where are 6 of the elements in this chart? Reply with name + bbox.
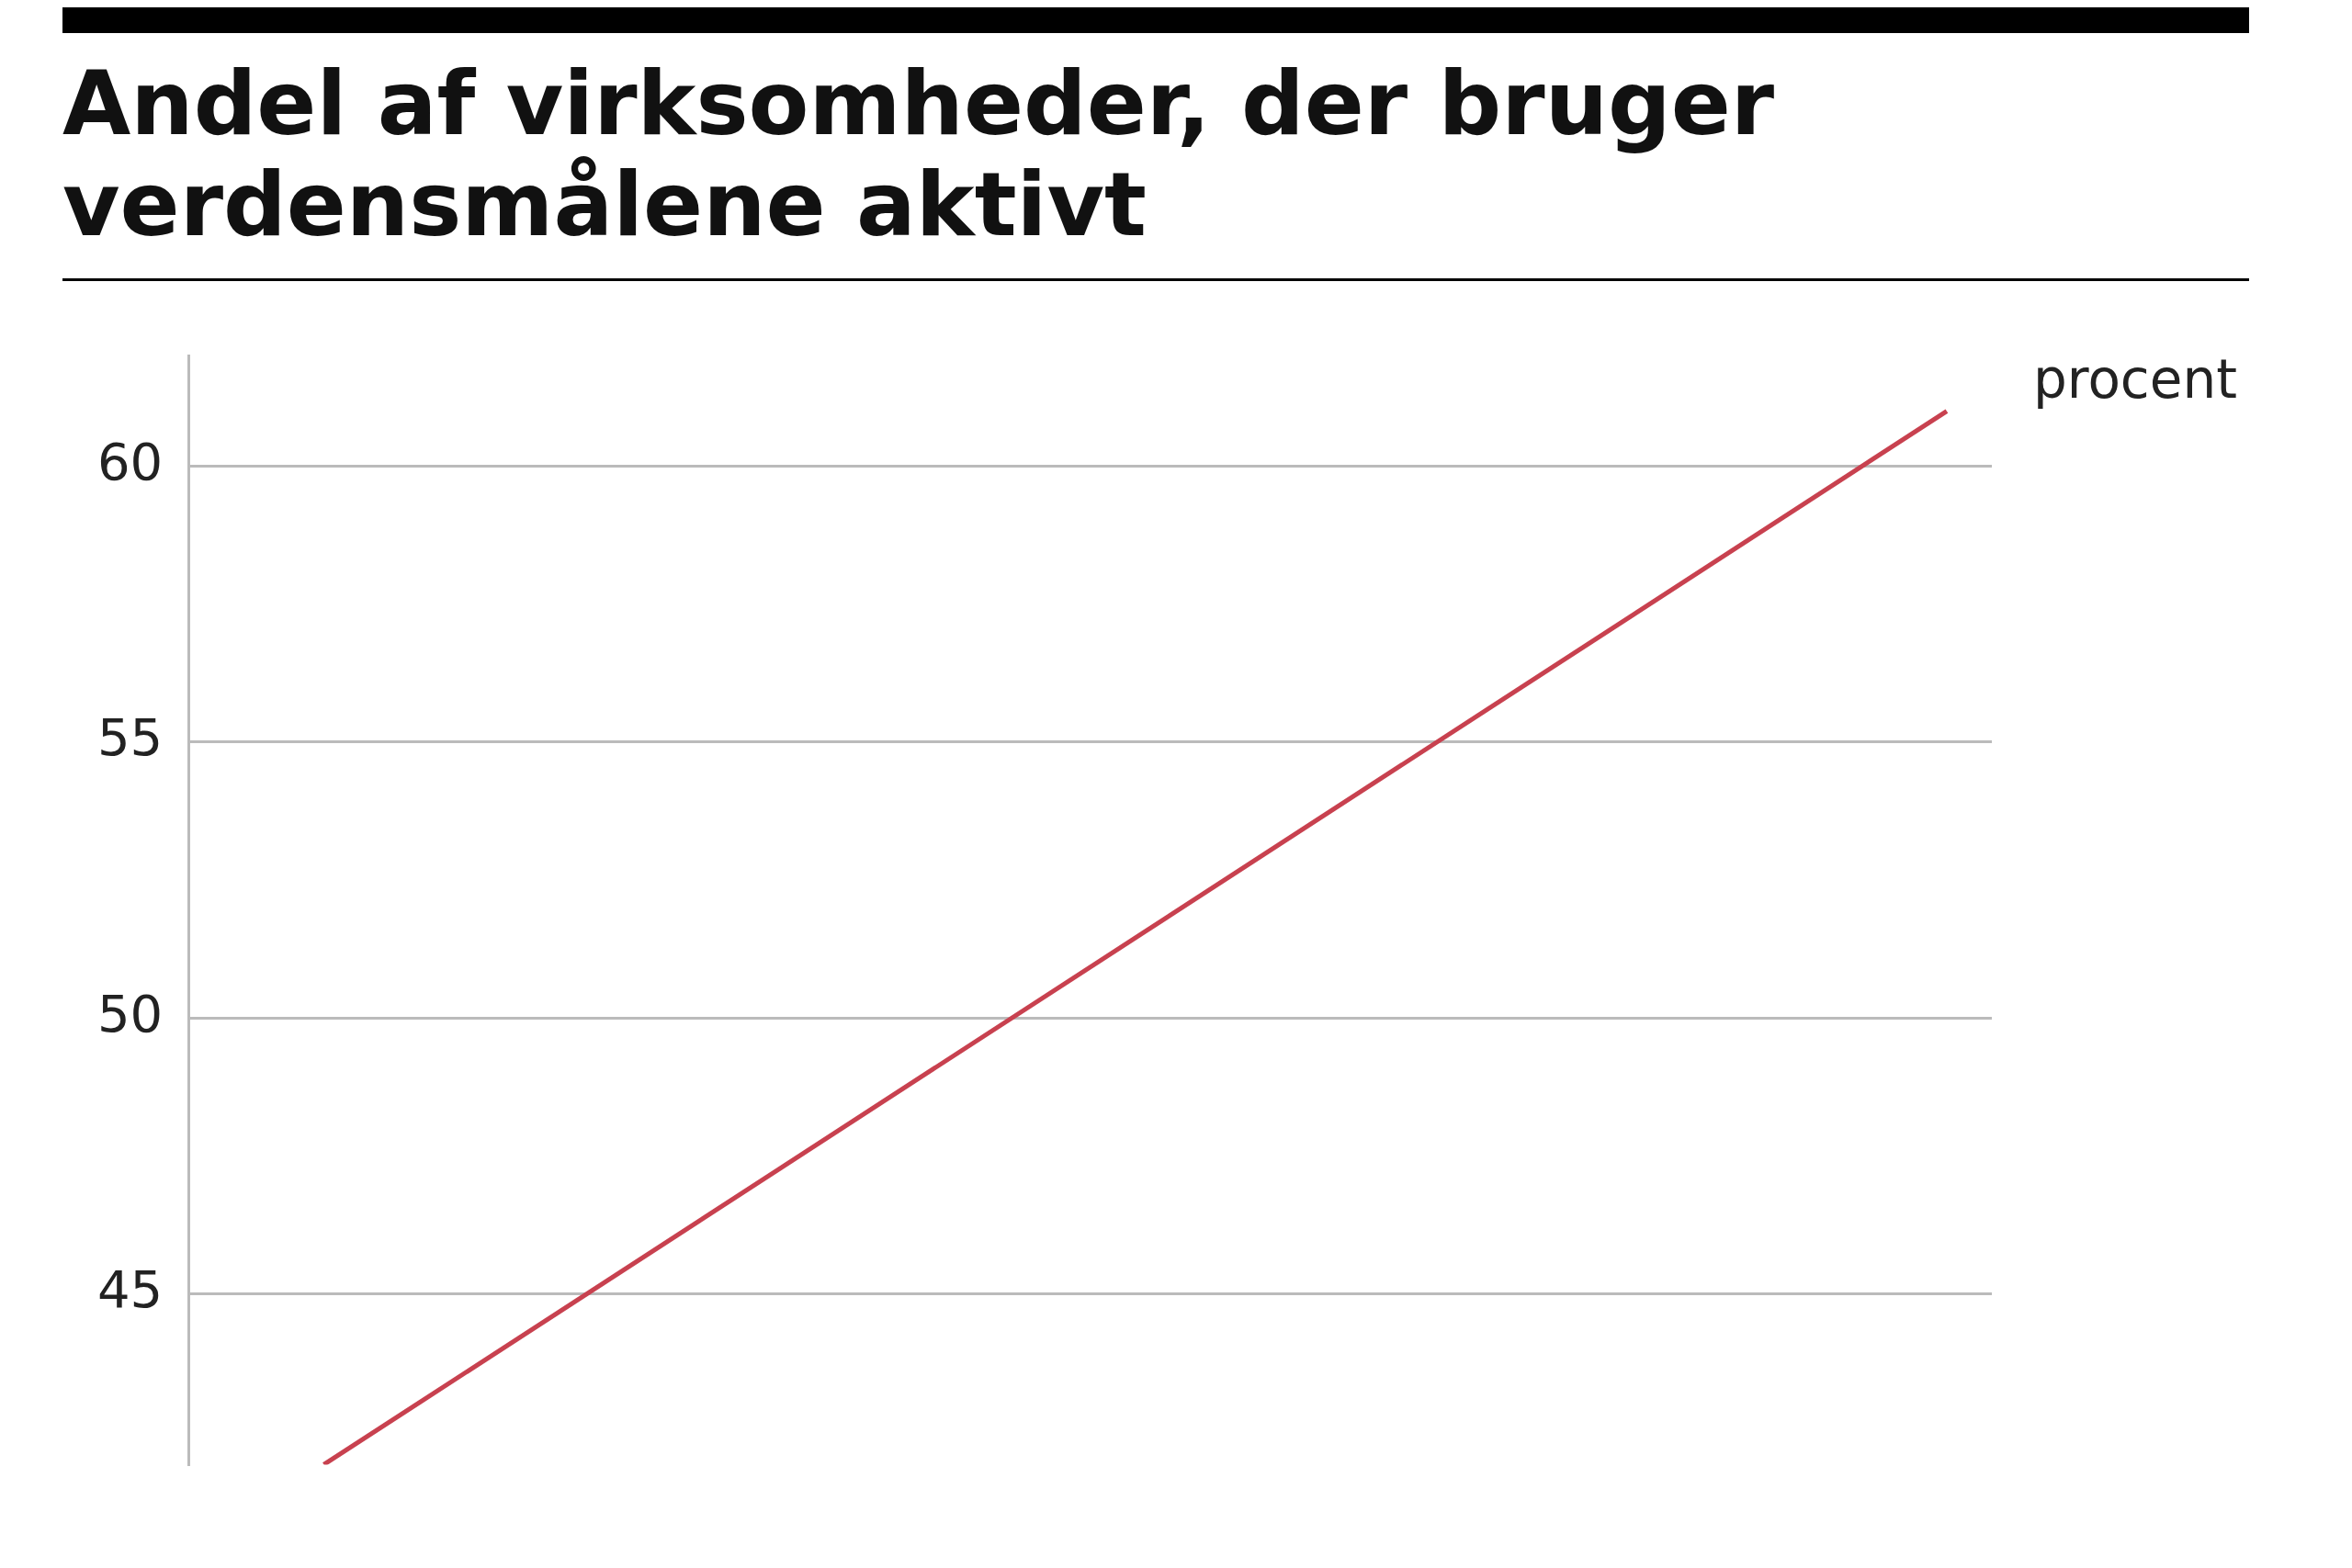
y-tick-label: 55 xyxy=(96,707,164,768)
text: procent xyxy=(2033,347,2237,411)
chart-title: Andel af virksomheder, der bruger verdensmålene aktivt xyxy=(62,52,1776,257)
y-tick-label: 45 xyxy=(96,1258,164,1319)
y-tick-label: 50 xyxy=(96,983,164,1043)
y-tick-label: 60 xyxy=(96,432,164,492)
